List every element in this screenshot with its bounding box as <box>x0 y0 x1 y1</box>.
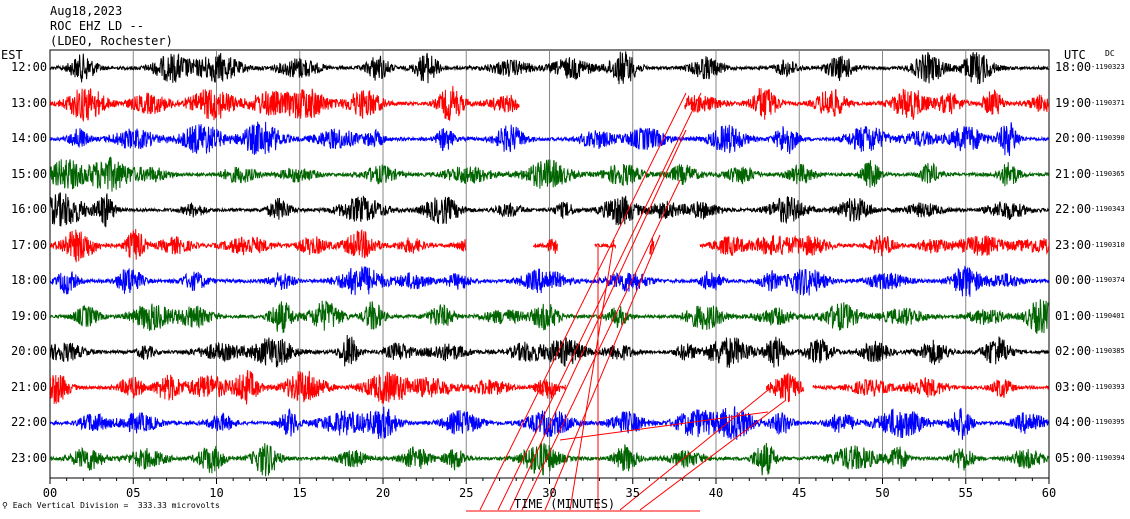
dc-header-label: DC <box>1105 49 1115 58</box>
x-tick-label: 35 <box>625 486 640 500</box>
trace-row-2100 <box>50 370 1049 405</box>
footer-icon: ⚲ <box>2 501 13 510</box>
trace-row-1700 <box>50 228 1049 263</box>
row-label-utc: 01:00 <box>1055 308 1092 323</box>
x-tick-label: 50 <box>875 486 890 500</box>
event-marker-line <box>569 239 615 511</box>
x-tick-label: 25 <box>459 486 474 500</box>
row-dc-offset: -1190385 <box>1091 347 1125 355</box>
row-label-utc: 23:00 <box>1055 237 1092 252</box>
header-station: ROC EHZ LD -- <box>50 19 144 33</box>
row-dc-offset: -1190393 <box>1091 382 1125 391</box>
event-marker-line <box>639 399 787 511</box>
x-tick-label: 10 <box>209 486 224 500</box>
x-tick-label: 05 <box>126 486 141 500</box>
event-marker-line <box>521 179 681 511</box>
row-dc-offset: -1190365 <box>1091 169 1125 178</box>
x-tick-label: 45 <box>792 486 807 500</box>
row-dc-offset: -1190323 <box>1091 63 1125 71</box>
header-date: Aug18,2023 <box>50 4 123 18</box>
row-dc-offset: -1190394 <box>1091 453 1125 462</box>
row-label-est: 18:00 <box>11 273 48 287</box>
trace-row-2000 <box>50 334 1049 368</box>
event-marker-line <box>559 411 769 441</box>
row-dc-offset: -1190401 <box>1091 311 1125 320</box>
row-label-utc: 19:00 <box>1055 95 1092 110</box>
row-label-utc: 02:00 <box>1055 344 1092 358</box>
row-label-utc: 22:00 <box>1055 202 1092 216</box>
event-marker-line <box>619 385 774 511</box>
row-label-utc: 20:00 <box>1055 131 1092 145</box>
x-tick-label: 20 <box>375 486 391 500</box>
row-dc-offset: -1190310 <box>1091 240 1125 249</box>
row-dc-offset: -1190390 <box>1091 134 1125 142</box>
header-network: (LDEO, Rochester) <box>50 34 173 48</box>
trace-row-1500 <box>50 156 1049 192</box>
right-timezone-label: UTC <box>1064 48 1086 62</box>
event-marker-line <box>497 92 702 511</box>
row-label-est: 19:00 <box>11 308 48 323</box>
row-label-utc: 04:00 <box>1055 415 1092 429</box>
row-label-est: 12:00 <box>11 60 48 74</box>
row-label-est: 20:00 <box>11 344 48 358</box>
row-dc-offset: -1190374 <box>1091 276 1125 284</box>
x-axis-label: TIME (MINUTES) <box>514 497 616 511</box>
x-tick-label: 15 <box>292 486 307 500</box>
footer-scale-note: ⚲ Each Vertical Division = 333.33 microv… <box>2 501 220 510</box>
event-marker-line <box>479 92 687 511</box>
row-label-est: 17:00 <box>11 237 48 252</box>
trace-row-2300 <box>50 442 1049 477</box>
row-label-utc: 21:00 <box>1055 166 1092 181</box>
row-label-est: 14:00 <box>11 131 48 145</box>
trace-row-1800 <box>50 265 1049 297</box>
row-label-utc: 05:00 <box>1055 450 1092 465</box>
trace-row-1400 <box>50 121 1049 156</box>
x-tick-label: 00 <box>42 486 58 500</box>
x-tick-label: 30 <box>542 486 557 500</box>
row-label-est: 21:00 <box>11 379 48 394</box>
trace-row-2200 <box>50 406 1049 440</box>
x-tick-label: 40 <box>708 486 724 500</box>
trace-row-1600 <box>50 192 1049 228</box>
row-dc-offset: -1190343 <box>1091 205 1125 213</box>
row-label-est: 22:00 <box>11 415 48 429</box>
row-dc-offset: -1190371 <box>1091 98 1125 107</box>
row-label-est: 15:00 <box>11 166 48 181</box>
event-marker-line <box>544 234 661 511</box>
trace-row-1200 <box>50 51 1049 85</box>
left-timezone-label: EST <box>1 48 23 62</box>
trace-row-1300 <box>50 85 1049 123</box>
x-tick-label: 60 <box>1041 486 1057 500</box>
row-label-est: 23:00 <box>11 450 48 465</box>
row-label-utc: 18:00 <box>1055 60 1092 74</box>
row-label-utc: 00:00 <box>1055 273 1092 287</box>
row-label-est: 16:00 <box>11 202 48 216</box>
x-tick-label: 55 <box>958 486 973 500</box>
footer-text: Each Vertical Division = 333.33 microvol… <box>12 501 220 510</box>
trace-row-1900 <box>50 299 1049 334</box>
row-label-utc: 03:00 <box>1055 379 1092 394</box>
row-dc-offset: -1190395 <box>1091 418 1125 426</box>
row-label-est: 13:00 <box>11 95 48 110</box>
